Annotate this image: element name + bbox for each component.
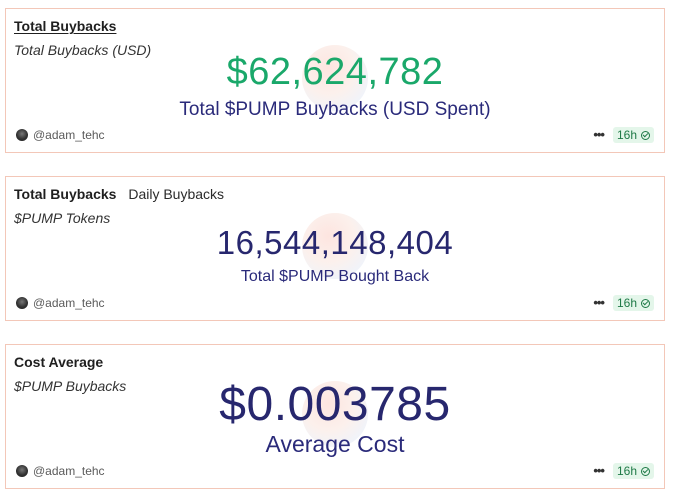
counter-label: Total $PUMP Buybacks (USD Spent): [179, 99, 491, 120]
avatar: [16, 297, 28, 309]
avatar: [16, 465, 28, 477]
counter-card-total-buybacks-tokens: Total Buybacks Daily Buybacks $PUMP Toke…: [5, 176, 665, 321]
check-circle-icon: [641, 130, 650, 140]
counter-card-total-buybacks-usd: Total Buybacks Total Buybacks (USD) $62,…: [5, 8, 665, 153]
freshness-badge[interactable]: 16h: [612, 463, 654, 479]
card-subtitle: $PUMP Tokens: [14, 210, 111, 226]
card-footer-actions: ••• 16h: [593, 463, 654, 479]
watermark-logo-icon: [302, 45, 368, 111]
avatar: [16, 129, 28, 141]
author-name: @adam_tehc: [33, 464, 105, 478]
freshness-badge[interactable]: 16h: [612, 127, 654, 143]
counter-card-cost-average: Cost Average $PUMP Buybacks $0.003785 Av…: [5, 344, 665, 489]
freshness-age: 16h: [616, 296, 637, 310]
card-footer-actions: ••• 16h: [593, 295, 654, 311]
watermark-logo-icon: [302, 213, 368, 279]
author-link[interactable]: @adam_tehc: [16, 296, 105, 310]
counter-value: 16,544,148,404: [216, 224, 454, 261]
card-title-row: Total Buybacks Daily Buybacks: [14, 186, 224, 202]
counter-label: Total $PUMP Bought Back: [240, 268, 430, 285]
counter-label: Average Cost: [265, 431, 405, 457]
author-link[interactable]: @adam_tehc: [16, 464, 105, 478]
card-title-tab[interactable]: Total Buybacks: [14, 18, 117, 34]
freshness-badge[interactable]: 16h: [612, 295, 654, 311]
tab-daily-buybacks[interactable]: Daily Buybacks: [128, 186, 225, 202]
card-title-tab[interactable]: Cost Average: [14, 354, 104, 370]
author-name: @adam_tehc: [33, 296, 105, 310]
check-circle-icon: [641, 298, 650, 308]
freshness-age: 16h: [616, 464, 637, 478]
freshness-age: 16h: [616, 128, 637, 142]
author-link[interactable]: @adam_tehc: [16, 128, 105, 142]
counter-value: $62,624,782: [226, 51, 444, 93]
more-options-icon[interactable]: •••: [593, 127, 605, 142]
more-options-icon[interactable]: •••: [593, 295, 605, 310]
author-name: @adam_tehc: [33, 128, 105, 142]
counter-value: $0.003785: [219, 378, 451, 431]
card-title-tab[interactable]: Total Buybacks: [14, 186, 117, 202]
watermark-logo-icon: [302, 381, 368, 447]
more-options-icon[interactable]: •••: [593, 463, 605, 478]
card-title-row: Total Buybacks: [14, 18, 116, 34]
card-subtitle: Total Buybacks (USD): [14, 42, 152, 58]
card-title-row: Cost Average: [14, 354, 103, 370]
card-footer-actions: ••• 16h: [593, 127, 654, 143]
check-circle-icon: [641, 466, 650, 476]
card-subtitle: $PUMP Buybacks: [14, 378, 127, 394]
